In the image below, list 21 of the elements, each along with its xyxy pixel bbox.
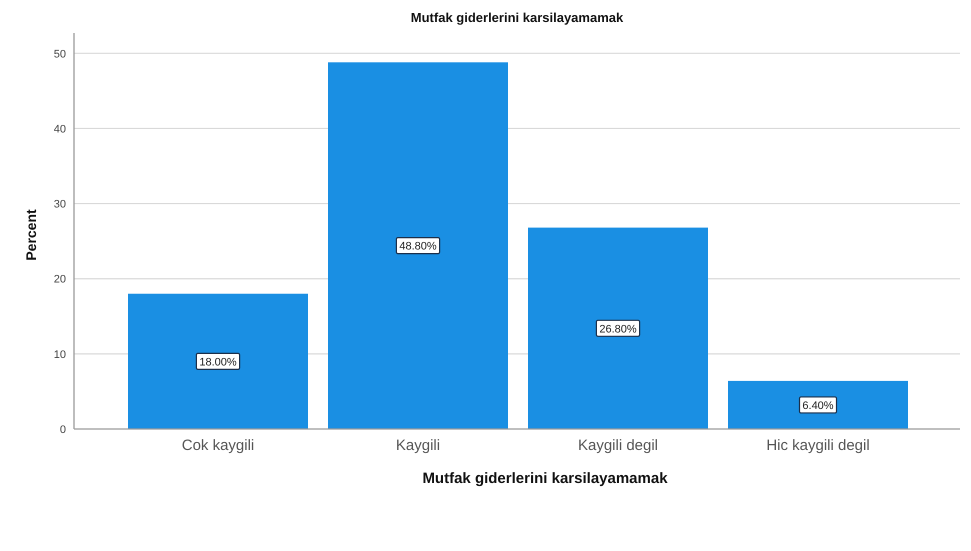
y-axis-title: Percent [23, 208, 39, 261]
x-tick-label: Kaygili degil [578, 437, 658, 454]
x-tick-label: Hic kaygili degil [766, 437, 870, 454]
bar [128, 294, 308, 429]
y-tick-label: 10 [54, 348, 66, 361]
y-tick-label: 20 [54, 274, 66, 286]
data-label: 48.80% [399, 240, 437, 253]
y-tick-label: 40 [54, 123, 66, 136]
y-tick-label: 30 [54, 198, 66, 211]
x-tick-label: Cok kaygili [182, 437, 254, 454]
bar [328, 62, 508, 429]
data-label: 18.00% [199, 356, 237, 368]
data-label: 26.80% [599, 323, 637, 336]
bar [728, 380, 908, 429]
y-tick-label: 0 [60, 424, 66, 436]
bar [528, 228, 708, 429]
x-axis-title: Mutfak giderlerini karsilayamamak [422, 470, 668, 487]
x-tick-label: Kaygili [396, 437, 440, 454]
y-tick-label: 50 [54, 48, 66, 60]
data-label: 6.40% [802, 400, 834, 412]
chart-title: Mutfak giderlerini karsilayamamak [410, 10, 624, 25]
